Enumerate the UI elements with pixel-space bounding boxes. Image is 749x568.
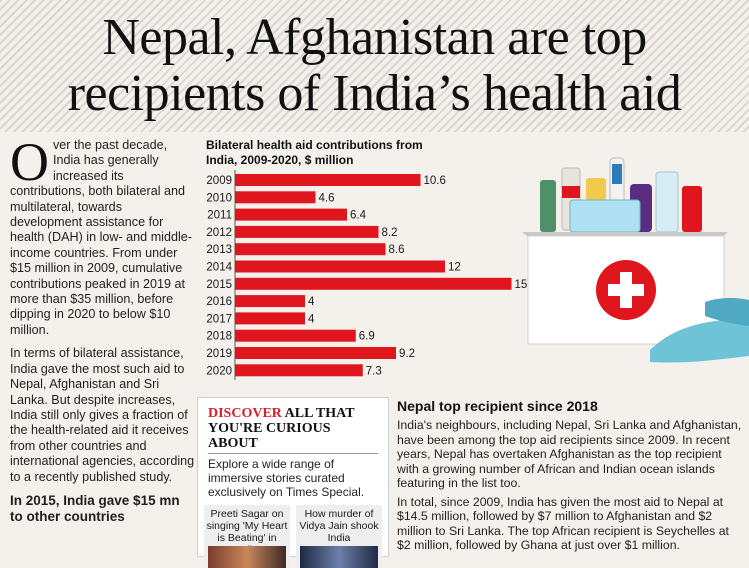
discover-heading: DISCOVER ALL THAT YOU'RE CURIOUS ABOUT <box>208 406 378 454</box>
value-label: 9.2 <box>399 348 415 360</box>
bar <box>235 225 379 238</box>
value-label: 8.6 <box>389 244 405 256</box>
bar <box>235 174 421 186</box>
medical-kit-icon <box>522 157 749 363</box>
drop-cap: O <box>10 132 49 192</box>
category-label: 2016 <box>206 296 232 308</box>
category-label: 2013 <box>206 244 232 256</box>
chart-title: Bilateral health aid contributions from … <box>206 138 423 167</box>
bar <box>235 260 445 273</box>
nepal-section-title: Nepal top recipient since 2018 <box>397 398 598 414</box>
value-label: 4 <box>308 296 315 308</box>
bar <box>235 243 386 256</box>
discover-word-2: ALL THAT <box>284 406 355 421</box>
bar <box>235 208 347 221</box>
category-label: 2012 <box>206 227 232 239</box>
story-card[interactable]: Preeti Sagar on singing 'My Heart is Bea… <box>204 505 290 568</box>
page-headline: Nepal, Afghanistan are top recipients of… <box>0 10 749 122</box>
discover-promo[interactable]: DISCOVER ALL THAT YOU'RE CURIOUS ABOUT E… <box>197 397 389 568</box>
bar <box>235 191 316 204</box>
bar <box>235 364 363 377</box>
nepal-section: Nepal top recipient since 2018 India's n… <box>397 398 742 557</box>
story-thumbnail <box>208 546 286 568</box>
discover-text: Explore a wide range of immersive storie… <box>208 457 365 499</box>
value-label: 6.9 <box>359 331 375 343</box>
value-label: 4.6 <box>319 192 335 204</box>
category-label: 2011 <box>207 210 232 222</box>
nepal-paragraph-1: India's neighbours, including Nepal, Sri… <box>397 418 742 490</box>
lead-subhead: In 2015, India gave $15 mn to other coun… <box>10 492 180 524</box>
category-label: 2014 <box>206 262 232 274</box>
bar-chart: 2009 10.6 2010 4.6 2011 6.4 2012 8.2 2013 8.6 2014… <box>206 170 531 380</box>
bar <box>235 329 356 342</box>
value-label: 8.2 <box>382 227 398 239</box>
category-label: 2017 <box>206 313 232 325</box>
discover-word: DISCOVER <box>208 406 282 421</box>
bar <box>235 347 396 359</box>
value-label: 12 <box>448 262 461 274</box>
story-thumbnail <box>300 546 378 568</box>
value-label: 10.6 <box>424 175 446 187</box>
category-label: 2015 <box>206 279 232 291</box>
value-label: 4 <box>308 313 315 325</box>
category-label: 2018 <box>206 331 232 343</box>
headline-line-2: recipients of India’s health aid <box>67 65 682 122</box>
value-label: 15.8 <box>515 279 531 291</box>
category-label: 2019 <box>206 348 232 360</box>
category-label: 2010 <box>206 192 232 204</box>
bar <box>235 295 305 308</box>
bar <box>235 277 512 290</box>
story-card-caption: How murder of Vidya Jain shook India <box>299 508 379 544</box>
value-label: 7.3 <box>366 365 382 377</box>
lead-paragraph-1-text: ver the past decade, India has generally… <box>10 138 192 337</box>
bar <box>235 312 305 325</box>
category-label: 2009 <box>206 175 232 187</box>
nepal-paragraph-2: In total, since 2009, India has given th… <box>397 494 729 553</box>
lead-paragraph-2: In terms of bilateral assistance, India … <box>10 346 195 484</box>
discover-line-2: YOU'RE CURIOUS ABOUT <box>208 421 331 451</box>
category-label: 2020 <box>206 365 232 377</box>
story-card[interactable]: How murder of Vidya Jain shook India <box>296 505 382 568</box>
headline-line-1: Nepal, Afghanistan are top <box>102 9 647 66</box>
header-hatch-background <box>0 0 749 132</box>
discover-cards: Preeti Sagar on singing 'My Heart is Bea… <box>204 505 382 568</box>
value-label: 6.4 <box>350 210 367 222</box>
